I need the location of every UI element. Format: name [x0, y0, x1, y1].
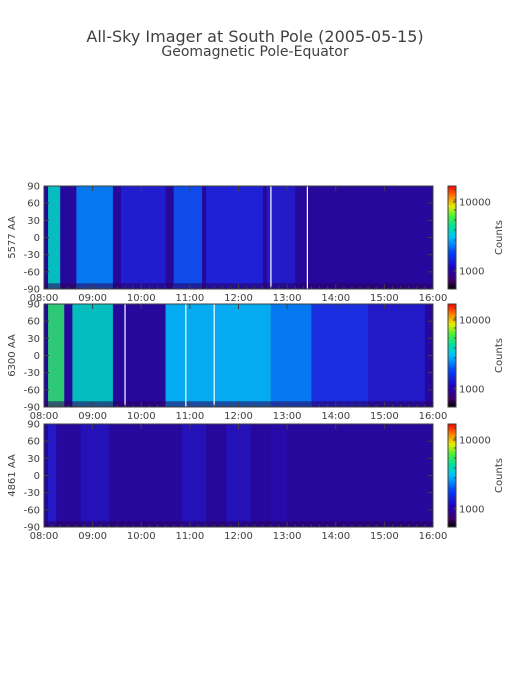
heatmap-band — [173, 186, 203, 289]
colorbar-tick-label: 1000 — [459, 267, 484, 278]
y-tick-label: -30 — [24, 488, 40, 499]
heatmap-band — [165, 304, 198, 407]
heatmap-band — [266, 186, 296, 289]
heatmap-band — [181, 424, 207, 527]
heatmap-band — [48, 424, 57, 527]
colorbar-label: Counts — [494, 220, 505, 255]
x-tick-label: 11:00 — [175, 531, 204, 542]
colorbar — [448, 424, 456, 527]
y-axis-label: 5577 AA — [7, 216, 18, 259]
x-tick-label: 09:00 — [78, 293, 107, 304]
x-tick-label: 15:00 — [370, 411, 399, 422]
x-tick-label: 12:00 — [224, 531, 253, 542]
colorbar-tick-label: 10000 — [459, 198, 491, 209]
y-tick-label: -90 — [24, 285, 40, 296]
x-tick-label: 09:00 — [78, 531, 107, 542]
x-tick-label: 10:00 — [127, 411, 156, 422]
x-tick-label: 16:00 — [419, 531, 448, 542]
colorbar-frame — [447, 303, 457, 408]
x-tick-label: 09:00 — [78, 411, 107, 422]
colorbar-label: Counts — [494, 338, 505, 373]
x-tick-label: 16:00 — [419, 293, 448, 304]
heatmap-band — [72, 304, 113, 407]
y-tick-label: 0 — [34, 351, 40, 362]
y-tick-label: 60 — [27, 317, 40, 328]
y-tick-label: 60 — [27, 437, 40, 448]
x-tick-label: 16:00 — [419, 411, 448, 422]
y-tick-label: 90 — [27, 300, 40, 311]
x-tick-label: 11:00 — [175, 293, 204, 304]
x-tick-label: 14:00 — [321, 531, 350, 542]
x-tick-label: 15:00 — [370, 293, 399, 304]
x-tick-label: 15:00 — [370, 531, 399, 542]
heatmap-band — [120, 186, 166, 289]
x-tick-label: 12:00 — [224, 293, 253, 304]
heatmap-band — [197, 304, 271, 407]
x-tick-label: 14:00 — [321, 293, 350, 304]
y-tick-label: 90 — [27, 420, 40, 431]
colorbar-frame — [447, 423, 457, 528]
y-tick-label: 60 — [27, 199, 40, 210]
colorbar-frame — [447, 185, 457, 290]
chart-subtitle: Geomagnetic Pole-Equator — [161, 44, 348, 60]
y-axis-label: 6300 AA — [7, 334, 18, 377]
y-tick-label: 30 — [27, 216, 40, 227]
chart-title: All-Sky Imager at South Pole (2005-05-15… — [86, 27, 423, 46]
colorbar — [448, 186, 456, 289]
x-tick-label: 08:00 — [30, 411, 59, 422]
y-tick-label: -90 — [24, 403, 40, 414]
colorbar-tick-label: 10000 — [459, 316, 491, 327]
y-tick-label: -30 — [24, 250, 40, 261]
x-tick-label: 11:00 — [175, 411, 204, 422]
heatmap-band — [48, 186, 61, 289]
y-tick-label: -90 — [24, 523, 40, 534]
x-tick-label: 12:00 — [224, 411, 253, 422]
y-tick-label: 0 — [34, 471, 40, 482]
y-tick-label: 30 — [27, 334, 40, 345]
colorbar — [448, 304, 456, 407]
y-tick-label: 30 — [27, 454, 40, 465]
x-tick-label: 10:00 — [127, 293, 156, 304]
x-tick-label: 14:00 — [321, 411, 350, 422]
colorbar-tick-label: 1000 — [459, 385, 484, 396]
x-tick-label: 13:00 — [273, 293, 302, 304]
y-tick-label: -60 — [24, 505, 40, 516]
y-tick-label: 90 — [27, 182, 40, 193]
x-tick-label: 10:00 — [127, 531, 156, 542]
heatmap-band — [368, 304, 425, 407]
y-tick-label: -30 — [24, 368, 40, 379]
x-tick-label: 08:00 — [30, 293, 59, 304]
heatmap-band — [226, 424, 251, 527]
heatmap-band — [270, 304, 312, 407]
x-tick-label: 08:00 — [30, 531, 59, 542]
y-tick-label: 0 — [34, 233, 40, 244]
heatmap-band — [270, 424, 288, 527]
heatmap-band — [206, 186, 263, 289]
y-tick-label: -60 — [24, 267, 40, 278]
colorbar-label: Counts — [494, 458, 505, 493]
colorbar-tick-label: 10000 — [459, 436, 491, 447]
y-tick-label: -60 — [24, 385, 40, 396]
heatmap-band — [311, 304, 369, 407]
heatmap-band — [80, 424, 109, 527]
x-tick-label: 13:00 — [273, 531, 302, 542]
heatmap-band — [76, 186, 113, 289]
colorbar-tick-label: 1000 — [459, 505, 484, 516]
x-tick-label: 13:00 — [273, 411, 302, 422]
heatmap-band — [48, 304, 65, 407]
y-axis-label: 4861 AA — [7, 454, 18, 497]
